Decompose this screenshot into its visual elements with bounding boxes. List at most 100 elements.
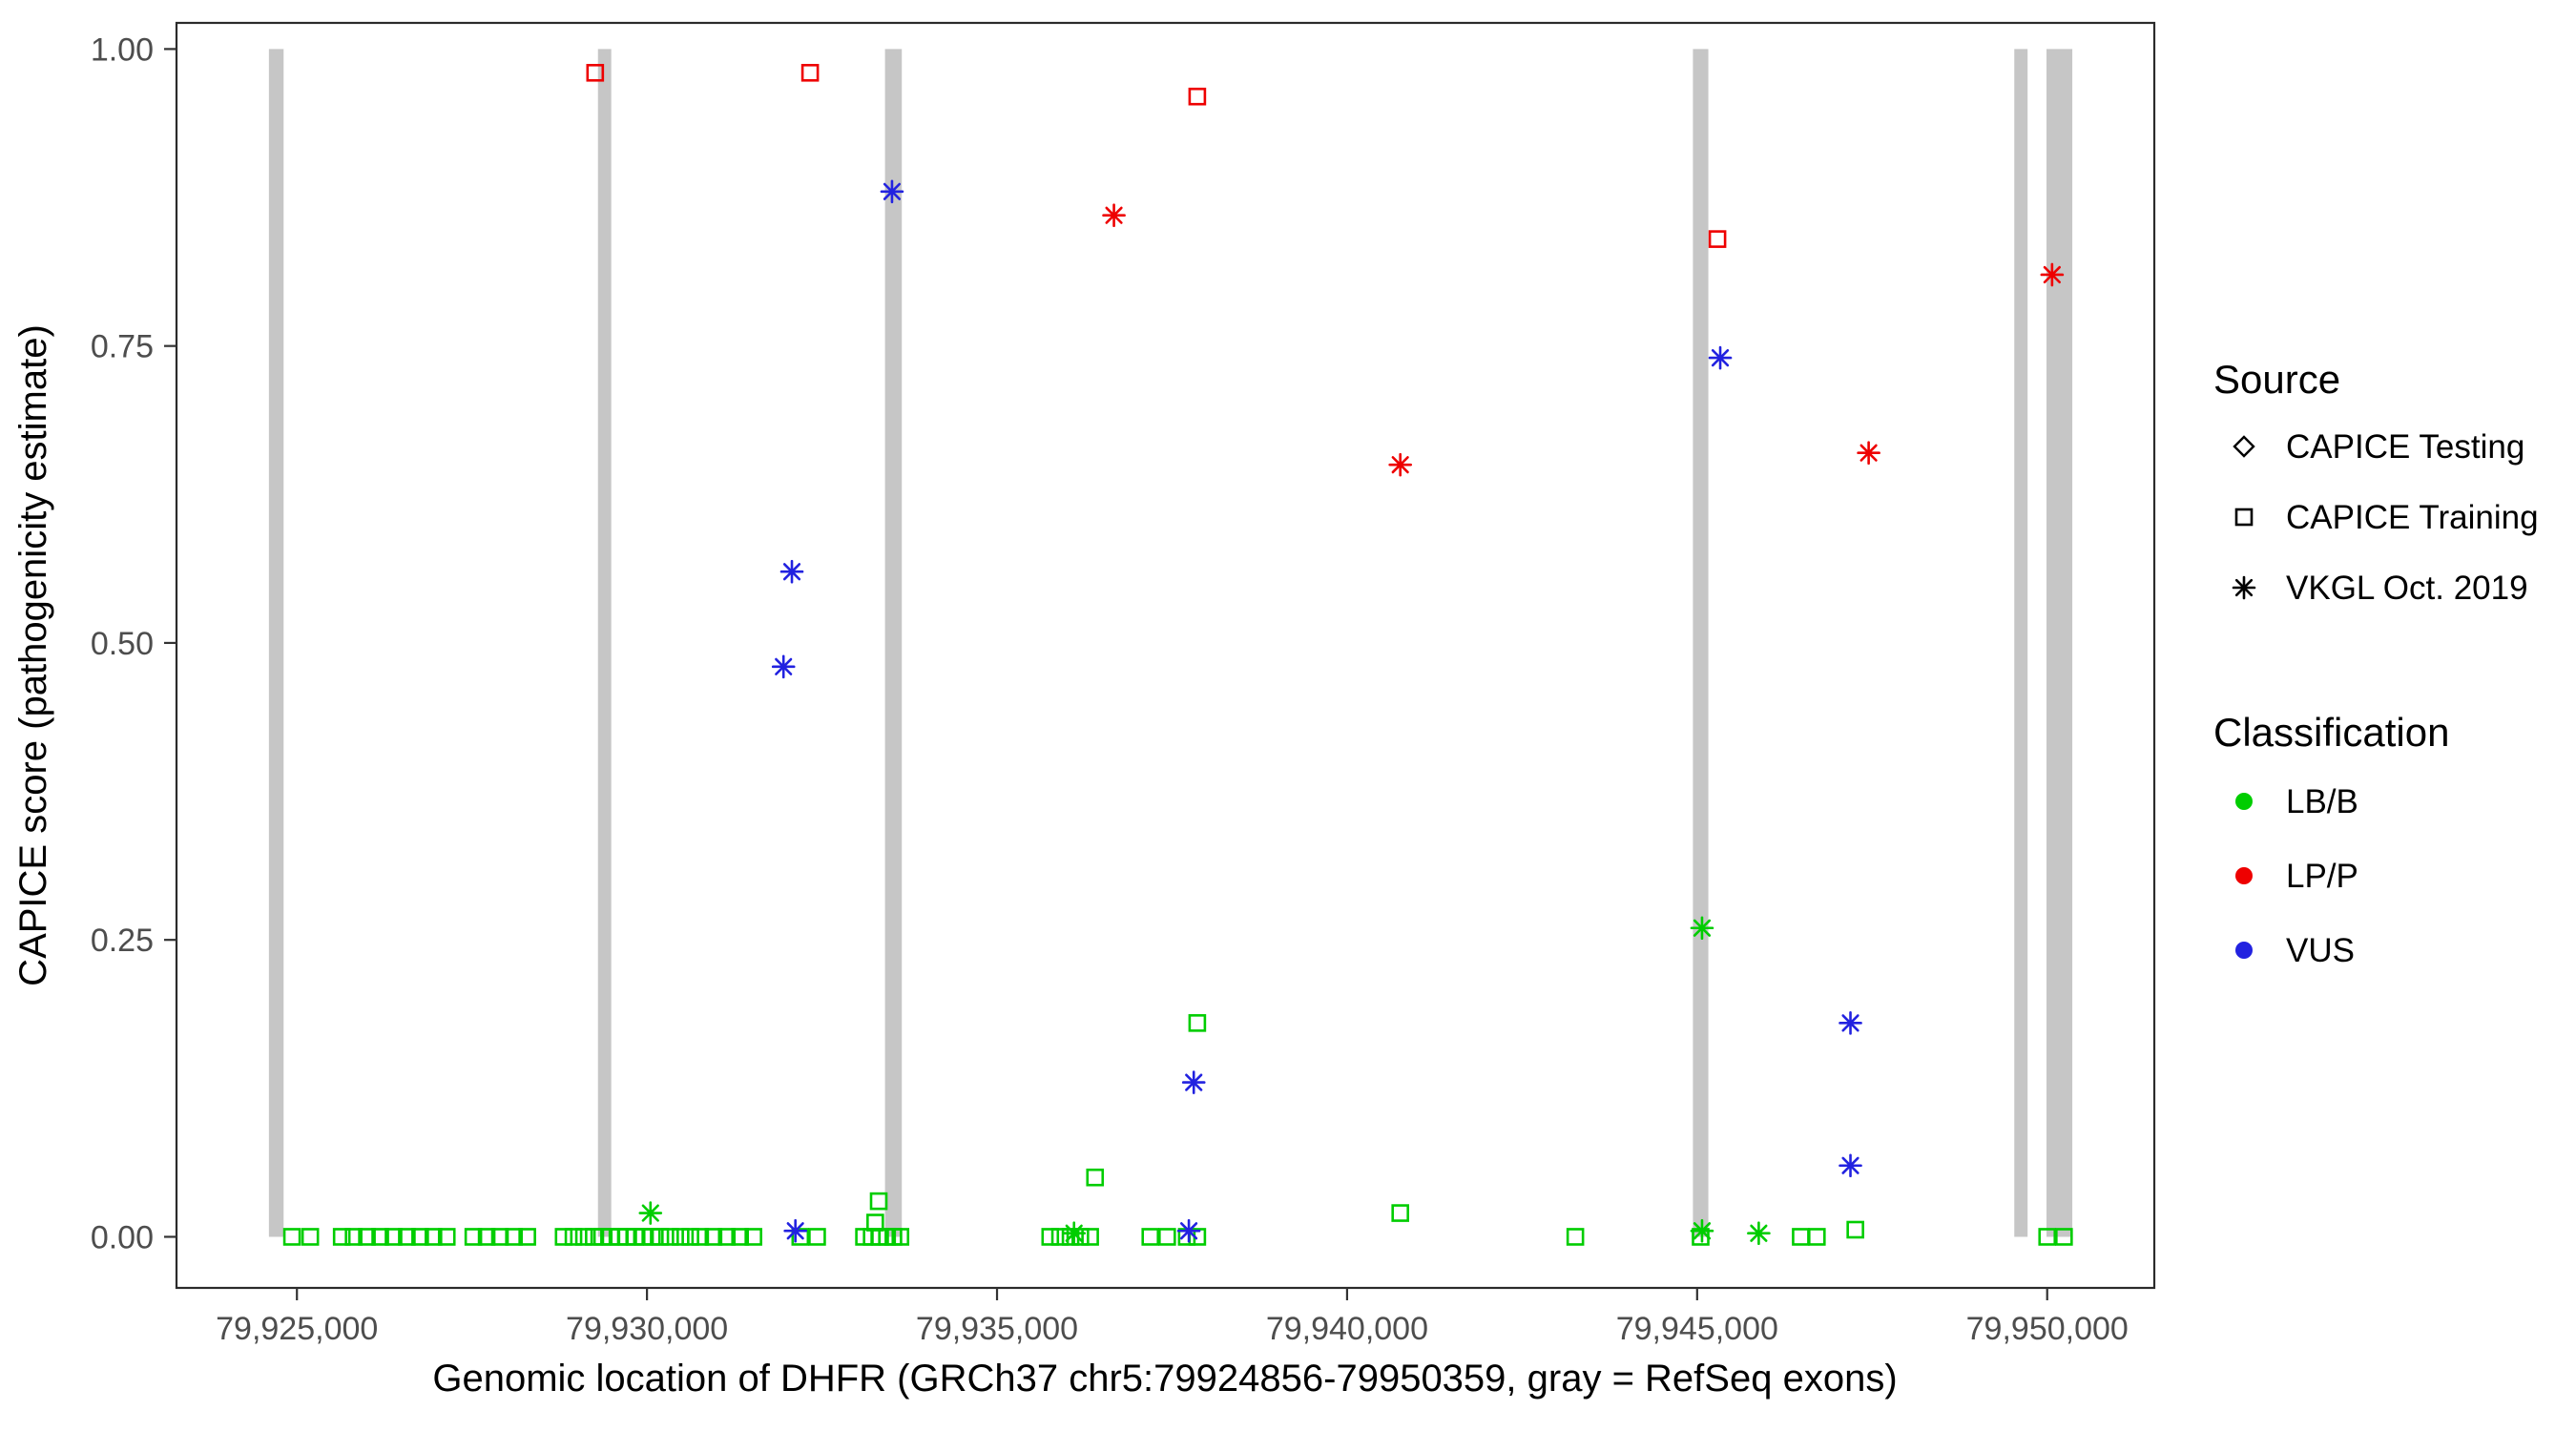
y-tick-label: 0.00: [91, 1219, 154, 1255]
series-capice-training-lp-p: [586, 63, 1727, 248]
series-vkgl-oct-2019-lp-p: [1102, 203, 2065, 477]
asterisk-arm: [1179, 1222, 1198, 1240]
data-point-square: [505, 1228, 523, 1246]
exon-bar: [884, 49, 903, 1237]
data-point-square: [398, 1228, 416, 1246]
data-point-square: [1566, 1228, 1585, 1246]
data-point-square: [1086, 1168, 1105, 1187]
data-point-square: [464, 1228, 483, 1246]
data-point-asterisk: [638, 1201, 663, 1225]
data-point-asterisk: [1708, 345, 1733, 370]
y-tick-label: 0.25: [91, 923, 154, 959]
data-point-square: [1041, 1228, 1060, 1246]
data-point-square: [490, 1228, 509, 1246]
data-point-square: [586, 63, 605, 82]
asterisk-arm: [2234, 578, 2254, 597]
data-point-square: [1050, 1228, 1070, 1246]
asterisk-arm: [1841, 1014, 1859, 1032]
asterisk-arm: [1391, 456, 1409, 474]
data-point-asterisk: [2040, 262, 2065, 287]
data-point-square: [1081, 1228, 1099, 1246]
data-point-square: [371, 1228, 389, 1246]
data-point-square: [808, 1228, 826, 1246]
y-tick-label: 1.00: [91, 31, 154, 68]
data-point-square: [1071, 1228, 1090, 1246]
asterisk-arm: [1859, 444, 1878, 462]
data-point-square: [2038, 1228, 2057, 1246]
series-vkgl-oct-2019-lb-b: [638, 916, 1771, 1246]
exon-bar: [2046, 49, 2073, 1237]
series-capice-training-lb-b: [282, 1014, 2073, 1246]
data-point-asterisk: [1857, 441, 1880, 466]
data-point-square: [301, 1228, 320, 1246]
asterisk-arm: [1065, 1224, 1083, 1242]
exon-bar: [2014, 49, 2028, 1237]
data-point-asterisk: [779, 559, 804, 584]
data-point-square: [1188, 87, 1207, 106]
y-tick-label: 0.75: [91, 329, 154, 365]
asterisk-arm: [641, 1204, 659, 1222]
data-point-square: [282, 1228, 301, 1246]
data-point-asterisk: [1176, 1218, 1201, 1243]
legend-key-circle: [2235, 793, 2253, 810]
asterisk-arm: [1693, 1222, 1712, 1240]
data-point-asterisk: [1388, 452, 1412, 477]
legend-source-title: Source: [2213, 357, 2340, 402]
legend-item-label: LP/P: [2286, 858, 2358, 895]
data-point-square: [554, 1228, 573, 1246]
axes: 79,925,000 79,930,000 79,935,000 79,940,000…: [91, 31, 2129, 1347]
asterisk-arm: [1693, 919, 1712, 937]
legend-item-label: CAPICE Training: [2286, 499, 2539, 536]
data-point-square: [791, 1228, 810, 1246]
data-point-square: [344, 1228, 363, 1246]
asterisk-arm: [775, 657, 793, 675]
data-point-square: [681, 1228, 699, 1246]
data-point-square: [425, 1228, 443, 1246]
data-point-square: [800, 63, 820, 82]
data-point-asterisk: [1181, 1070, 1206, 1094]
data-point-square: [332, 1228, 351, 1246]
x-tick-label: 79,945,000: [1616, 1311, 1778, 1347]
data-point-square: [661, 1228, 679, 1246]
asterisk-arm: [782, 563, 801, 581]
data-point-asterisk: [1102, 203, 1126, 228]
y-tick-label: 0.50: [91, 626, 154, 662]
plot-panel: [177, 23, 2154, 1288]
legend-item-label: VKGL Oct. 2019: [2286, 570, 2528, 607]
data-point-square: [2234, 508, 2254, 527]
asterisk-arm: [1750, 1224, 1768, 1242]
data-point-asterisk: [1747, 1221, 1771, 1246]
data-point-asterisk: [783, 1218, 807, 1243]
data-point-square: [477, 1228, 496, 1246]
data-point-square: [691, 1228, 710, 1246]
data-point-asterisk: [1062, 1221, 1087, 1246]
data-point-square: [574, 1228, 593, 1246]
exon-bar: [597, 49, 612, 1237]
data-point-square: [704, 1228, 723, 1246]
plot-panel-border: [175, 21, 2156, 1290]
data-point-square: [437, 1228, 456, 1246]
x-tick-label: 79,940,000: [1266, 1311, 1428, 1347]
asterisk-arm: [1105, 206, 1123, 224]
data-point-square: [1141, 1228, 1160, 1246]
data-point-asterisk: [880, 179, 904, 204]
data-point-square: [869, 1192, 888, 1211]
exon-bars: [268, 49, 2073, 1237]
asterisk-arm: [786, 1222, 804, 1240]
exon-bar: [1693, 49, 1709, 1237]
x-tick-label: 79,935,000: [916, 1311, 1078, 1347]
legend-item-label: VUS: [2286, 932, 2355, 969]
x-tick-label: 79,930,000: [566, 1311, 728, 1347]
data-point-square: [731, 1228, 750, 1246]
series-vkgl-oct-2019-vus: [771, 179, 1862, 1243]
asterisk-arm: [883, 182, 902, 200]
data-point-square: [564, 1228, 583, 1246]
asterisk-arm: [1841, 1156, 1859, 1174]
asterisk-arm: [1711, 349, 1730, 367]
legend-key-circle: [2235, 867, 2253, 884]
data-point-square: [744, 1228, 762, 1246]
y-axis-title: CAPICE score (pathogenicity estimate): [12, 324, 54, 986]
data-point-square: [358, 1228, 376, 1246]
